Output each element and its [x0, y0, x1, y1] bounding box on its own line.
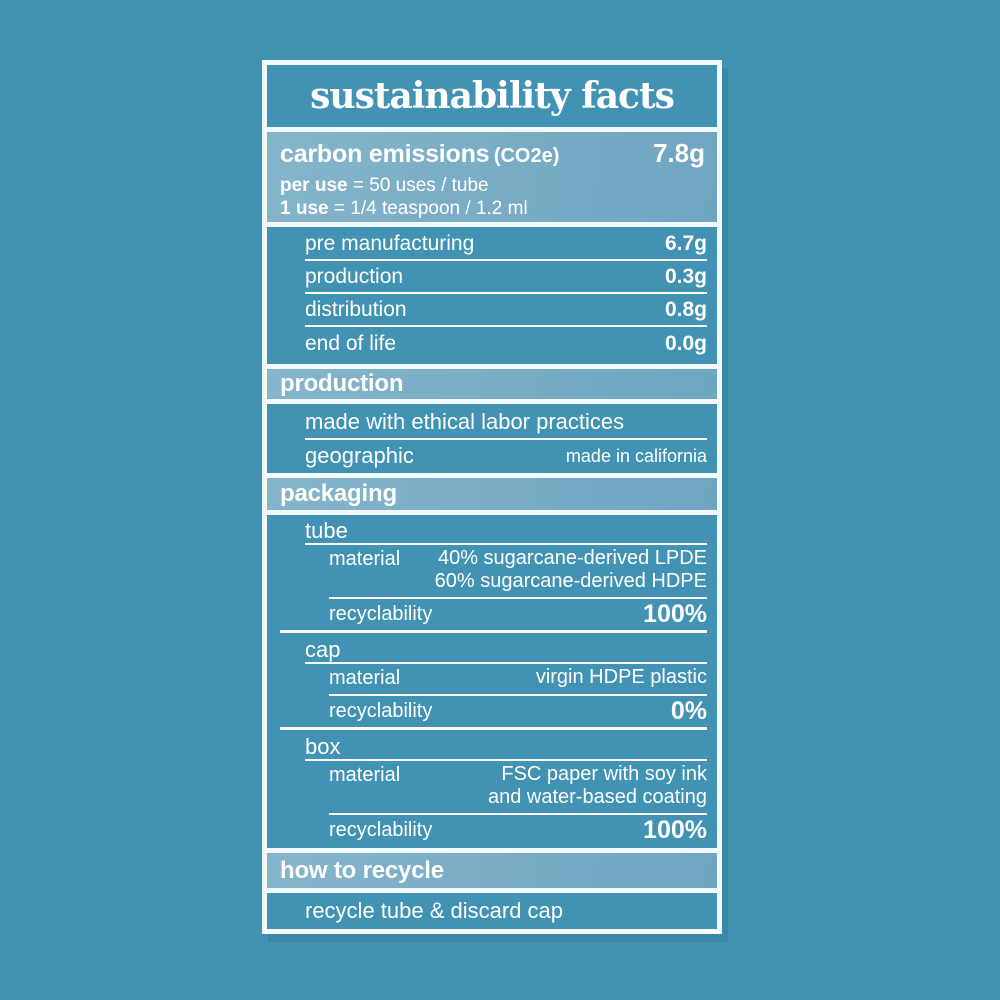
ethical-labor-text: made with ethical labor practices [305, 409, 625, 434]
material-row: material FSC paper with soy ink and wate… [329, 761, 707, 815]
material-label: material [329, 764, 401, 786]
carbon-co2e-label: (CO2e) [493, 145, 560, 167]
row-label: distribution [305, 297, 407, 321]
recyclability-row: recyclability 100% [329, 815, 707, 846]
material-row: material virgin HDPE plastic [329, 664, 707, 696]
panel-title: sustainability facts [310, 75, 675, 117]
sustainability-facts-panel: sustainability facts carbon emissions (C… [262, 60, 722, 934]
packaging-section-body: tube material 40% sugarcane-derived LPDE… [267, 515, 717, 848]
how-to-recycle-header: how to recycle [267, 853, 717, 888]
recycle-instruction: recycle tube & discard cap [305, 898, 564, 923]
carbon-total-value: 7.8g [652, 138, 705, 168]
ethical-labor-row: made with ethical labor practices [305, 404, 707, 440]
recyclability-value: 0% [670, 697, 707, 725]
row-label: pre manufacturing [305, 231, 475, 255]
row-value: 0.3g [664, 264, 707, 288]
row-value: 0.0g [664, 331, 707, 355]
item-details: material 40% sugarcane-derived LPDE 60% … [329, 545, 707, 630]
material-line: FSC paper with soy ink [501, 763, 707, 785]
packaging-item-box: box material FSC paper with soy ink and … [305, 733, 707, 846]
packaging-item-tube: tube material 40% sugarcane-derived LPDE… [280, 517, 707, 633]
item-details: material FSC paper with soy ink and wate… [329, 761, 707, 846]
material-line: 60% sugarcane-derived HDPE [434, 570, 707, 592]
item-name: tube [305, 517, 707, 545]
material-value: 40% sugarcane-derived LPDE 60% sugarcane… [435, 547, 707, 593]
panel-title-band: sustainability facts [267, 65, 717, 127]
packaging-heading: packaging [280, 480, 397, 507]
one-use-definition: = 1/4 teaspoon / 1.2 ml [333, 198, 528, 219]
packaging-item-cap: cap material virgin HDPE plastic recycla… [280, 636, 707, 730]
recyclability-row: recyclability 100% [329, 599, 707, 630]
row-value: 6.7g [664, 231, 707, 255]
material-row: material 40% sugarcane-derived LPDE 60% … [329, 545, 707, 599]
table-row: pre manufacturing 6.7g [305, 228, 707, 261]
carbon-emissions-header: carbon emissions (CO2e) 7.8g per use = 5… [267, 132, 717, 222]
recyclability-row: recyclability 0% [329, 696, 707, 727]
material-value: virgin HDPE plastic [536, 666, 707, 689]
packaging-section-header: packaging [267, 478, 717, 510]
table-row: end of life 0.0g [305, 327, 707, 360]
table-row: production 0.3g [305, 261, 707, 294]
carbon-heading-text: carbon emissions [280, 140, 490, 168]
item-name: box [305, 733, 707, 761]
production-section-header: production [267, 369, 717, 399]
geographic-row: geographic made in california [305, 440, 707, 472]
production-heading: production [280, 370, 404, 397]
material-line: 40% sugarcane-derived LPDE [437, 547, 707, 569]
carbon-one-use-note: 1 use = 1/4 teaspoon / 1.2 ml [280, 197, 705, 220]
subsection-divider [280, 630, 707, 633]
how-to-recycle-body: recycle tube & discard cap [267, 893, 717, 929]
table-row: distribution 0.8g [305, 294, 707, 327]
item-name: cap [305, 636, 707, 664]
subsection-divider [280, 727, 707, 730]
carbon-per-use-note: per use = 50 uses / tube [280, 174, 705, 197]
per-use-term: per use [280, 175, 348, 196]
material-line: and water-based coating [487, 786, 707, 808]
row-value: 0.8g [664, 297, 707, 321]
recyclability-label: recyclability [329, 819, 433, 841]
row-label: production [305, 264, 404, 288]
row-label: end of life [305, 331, 397, 355]
carbon-breakdown-table: pre manufacturing 6.7g production 0.3g d… [267, 227, 717, 364]
per-use-definition: = 50 uses / tube [352, 175, 489, 196]
recyclability-label: recyclability [329, 700, 433, 722]
material-value: FSC paper with soy ink and water-based c… [488, 763, 707, 809]
material-label: material [329, 548, 401, 570]
carbon-heading-row: carbon emissions (CO2e) 7.8g [280, 137, 705, 174]
recyclability-value: 100% [643, 816, 707, 844]
recyclability-value: 100% [643, 600, 707, 628]
item-details: material virgin HDPE plastic recyclabili… [329, 664, 707, 727]
how-to-recycle-heading: how to recycle [280, 856, 444, 884]
production-section-body: made with ethical labor practices geogra… [267, 404, 717, 473]
recyclability-label: recyclability [329, 603, 433, 625]
one-use-term: 1 use [280, 198, 329, 219]
material-line: virgin HDPE plastic [535, 666, 707, 688]
carbon-heading: carbon emissions (CO2e) [280, 138, 559, 174]
geographic-value: made in california [565, 445, 707, 466]
material-label: material [329, 667, 401, 689]
geographic-label: geographic [305, 443, 414, 468]
